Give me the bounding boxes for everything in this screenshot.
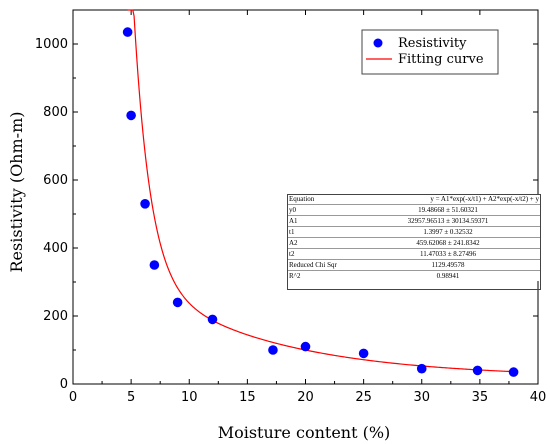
fit-param-label: Equation: [289, 195, 315, 203]
y-tick-label: 600: [43, 173, 68, 188]
x-tick-label: 0: [69, 390, 77, 405]
fit-param-value: 11.47033 ± 8.27496: [355, 248, 541, 260]
fit-param-value: 32957.96513 ± 30134.59371: [355, 215, 541, 227]
legend-label-resistivity: Resistivity: [398, 36, 467, 51]
fit-param-value: 1129.49578: [355, 259, 541, 271]
fit-row-a1: A1 32957.96513 ± 30134.59371: [287, 215, 541, 227]
data-point-resistivity: [172, 297, 183, 308]
x-tick-label: 40: [530, 390, 547, 405]
fitting-curve-line: [127, 9, 515, 373]
x-tick-label: 10: [181, 390, 198, 405]
x-tick-label: 25: [355, 390, 372, 405]
data-point-resistivity: [140, 199, 150, 209]
x-axis-title: Moisture content (%): [218, 423, 391, 442]
fit-row-equation: Equation y = A1*exp(-x/t1) + A2*exp(-x/t…: [287, 194, 541, 205]
legend-label-fitting-curve: Fitting curve: [398, 52, 484, 67]
x-tick-label: 30: [413, 390, 430, 405]
data-point-resistivity: [508, 367, 519, 377]
data-point-resistivity: [416, 363, 427, 374]
fit-results-table: Equation y = A1*exp(-x/t1) + A2*exp(-x/t…: [287, 194, 541, 281]
x-axis-ticks: 0 5 10 15 20 25 30 35 40: [69, 10, 546, 405]
y-tick-label: 0: [60, 377, 68, 392]
data-point-resistivity: [358, 348, 369, 359]
fit-param-label: A1: [287, 215, 355, 227]
data-points: [122, 27, 519, 377]
data-point-resistivity: [122, 27, 133, 37]
fit-param-label: A2: [287, 237, 355, 249]
data-point-resistivity: [149, 260, 160, 270]
fit-row-r-squared: R^2 0.98941: [287, 270, 541, 281]
fit-param-label: y0: [287, 204, 355, 216]
fit-param-label: R^2: [287, 270, 355, 281]
fit-row-t2: t2 11.47033 ± 8.27496: [287, 248, 541, 260]
legend-box: [361, 29, 499, 75]
y-tick-label: 200: [43, 309, 68, 324]
data-point-resistivity: [207, 314, 218, 325]
x-tick-label: 35: [472, 390, 489, 405]
fit-param-value: 1.3997 ± 0.32532: [355, 226, 541, 238]
x-tick-label: 15: [239, 390, 256, 405]
y-tick-label: 400: [43, 241, 68, 256]
legend: Resistivity Fitting curve: [361, 29, 499, 75]
data-point-resistivity: [268, 345, 278, 355]
fit-param-label: t1: [287, 226, 355, 238]
y-tick-label: 800: [43, 105, 68, 120]
y-axis-title: Resistivity (Ohm-m): [7, 112, 26, 273]
data-point-resistivity: [300, 341, 311, 352]
data-point-resistivity: [126, 110, 136, 121]
fit-param-value: y = A1*exp(-x/t1) + A2*exp(-x/t2) + y: [430, 195, 539, 203]
fit-row-a2: A2 459.62068 ± 241.8342: [287, 237, 541, 249]
fit-param-label: t2: [287, 248, 355, 260]
fit-row-t1: t1 1.3997 ± 0.32532: [287, 226, 541, 238]
legend-marker-resistivity: [373, 38, 383, 48]
fit-param-value: 19.48668 ± 51.60321: [355, 204, 541, 216]
y-axis-ticks: 0 200 400 600 800 1000: [35, 37, 538, 392]
fit-row-chi-sqr: Reduced Chi Sqr 1129.49578: [287, 259, 541, 271]
x-tick-label: 20: [297, 390, 314, 405]
data-point-resistivity: [472, 365, 483, 376]
fit-param-value: 459.62068 ± 241.8342: [355, 237, 541, 249]
fit-param-value: 0.98941: [355, 270, 541, 281]
fit-param-label: Reduced Chi Sqr: [287, 259, 355, 271]
y-tick-label: 1000: [35, 37, 68, 52]
fit-row-y0: y0 19.48668 ± 51.60321: [287, 204, 541, 216]
x-tick-label: 5: [127, 390, 135, 405]
